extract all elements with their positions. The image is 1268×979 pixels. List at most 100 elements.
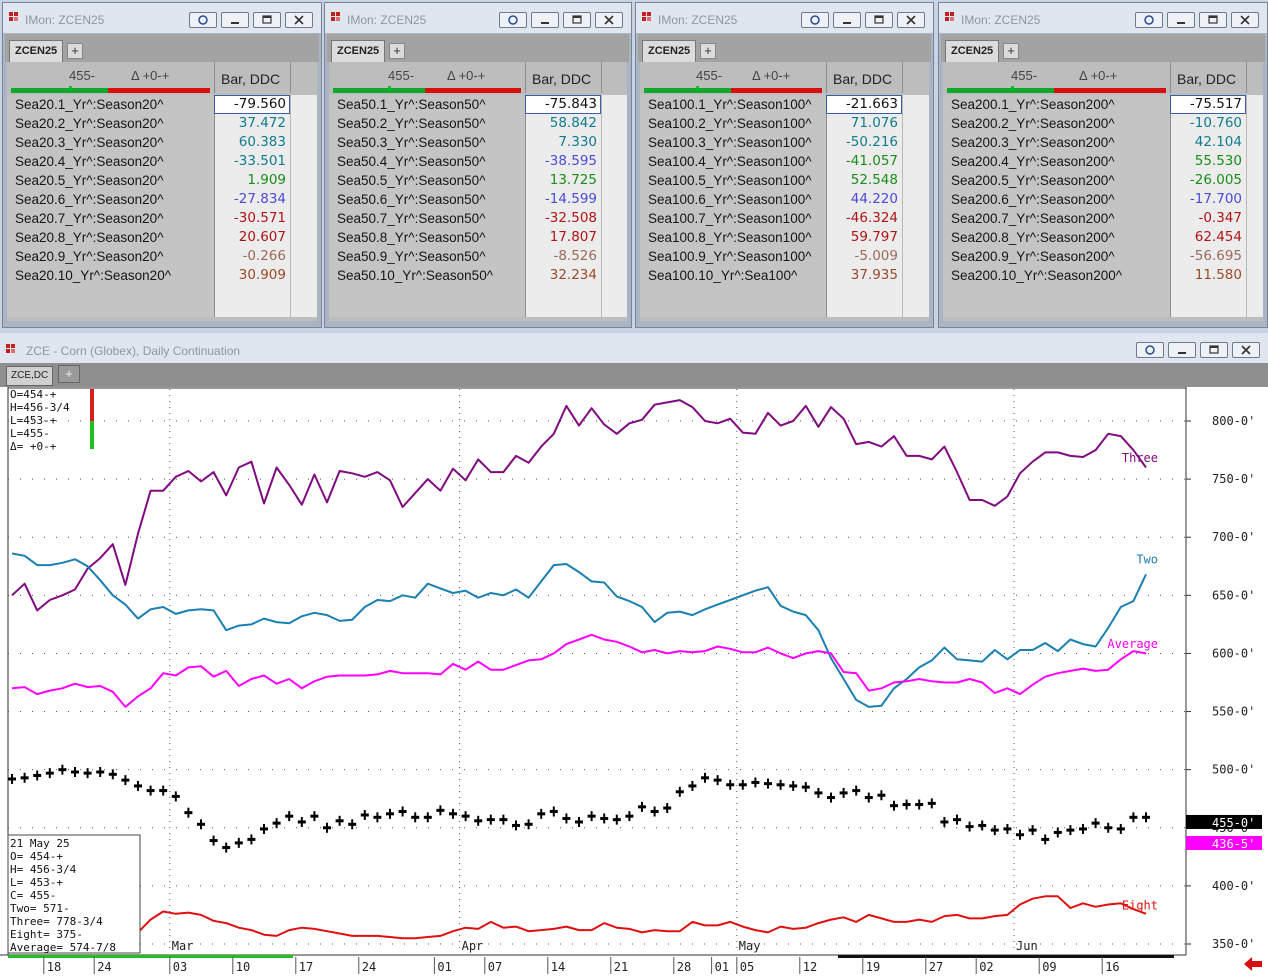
table-row[interactable]: Sea20.5_Yr^:Season20^ 1.909 [7,171,317,190]
series-line-two[interactable] [11,552,1147,708]
table-row[interactable]: Sea100.7_Yr^:Season100^ -46.324 [640,209,929,228]
table-row[interactable]: Sea200.10_Yr^:Season200^ 11.580 [943,266,1263,285]
study-value[interactable]: -41.057 [826,152,902,171]
column-header[interactable]: Bar, DDC [826,62,902,93]
study-value[interactable]: 37.935 [826,266,902,285]
column-header[interactable]: Bar, DDC [214,62,290,93]
pin-button[interactable] [499,12,527,28]
table-row[interactable]: Sea50.6_Yr^:Season50^ -14.599 [329,190,627,209]
study-value[interactable]: 13.725 [525,171,601,190]
table-row[interactable]: Sea20.10_Yr^:Season20^ 30.909 [7,266,317,285]
study-value[interactable]: -0.347 [1170,209,1246,228]
table-row[interactable]: Sea50.2_Yr^:Season50^ 58.842 [329,114,627,133]
table-row[interactable]: Sea100.5_Yr^:Season100^ 52.548 [640,171,929,190]
study-value[interactable]: -21.663 [826,95,902,114]
minimize-button[interactable] [531,12,559,28]
add-tab-button[interactable]: + [58,365,80,383]
symbol-header[interactable]: 455- Δ +0-+ [329,62,525,93]
table-row[interactable]: Sea200.2_Yr^:Season200^ -10.760 [943,114,1263,133]
table-row[interactable]: Sea20.2_Yr^:Season20^ 37.472 [7,114,317,133]
add-tab-button[interactable]: + [389,43,405,59]
study-value[interactable]: 55.530 [1170,152,1246,171]
table-row[interactable]: Sea20.4_Yr^:Season20^ -33.501 [7,152,317,171]
study-value[interactable]: -32.508 [525,209,601,228]
tab-zce-dc[interactable]: ZCE,DC [6,366,54,386]
study-value[interactable]: -5.009 [826,247,902,266]
tab-symbol[interactable]: ZCEN25 [642,40,697,62]
study-value[interactable]: -8.526 [525,247,601,266]
series-line-eight[interactable] [12,895,1147,940]
maximize-button[interactable] [253,12,281,28]
minimize-button[interactable] [1167,12,1195,28]
column-header[interactable]: Bar, DDC [525,62,601,93]
table-row[interactable]: Sea50.8_Yr^:Season50^ 17.807 [329,228,627,247]
maximize-button[interactable] [1200,342,1228,358]
study-value[interactable]: -14.599 [525,190,601,209]
add-tab-button[interactable]: + [67,43,83,59]
table-row[interactable]: Sea200.3_Yr^:Season200^ 42.104 [943,133,1263,152]
monitor-titlebar[interactable]: IMon: ZCEN25 [325,3,631,33]
study-value[interactable]: -56.695 [1170,247,1246,266]
close-button[interactable] [1231,12,1259,28]
table-row[interactable]: Sea100.2_Yr^:Season100^ 71.076 [640,114,929,133]
table-row[interactable]: Sea50.3_Yr^:Season50^ 7.330 [329,133,627,152]
tab-symbol[interactable]: ZCEN25 [9,40,64,62]
table-row[interactable]: Sea100.9_Yr^:Season100^ -5.009 [640,247,929,266]
symbol-header[interactable]: 455- Δ +0-+ [943,62,1170,93]
minimize-button[interactable] [1168,342,1196,358]
pin-button[interactable] [1136,342,1164,358]
table-row[interactable]: Sea200.9_Yr^:Season200^ -56.695 [943,247,1263,266]
table-row[interactable]: Sea100.4_Yr^:Season100^ -41.057 [640,152,929,171]
study-value[interactable]: 30.909 [214,266,290,285]
table-row[interactable]: Sea20.6_Yr^:Season20^ -27.834 [7,190,317,209]
table-row[interactable]: Sea100.3_Yr^:Season100^ -50.216 [640,133,929,152]
chart-titlebar[interactable]: ZCE - Corn (Globex), Daily Continuation [0,333,1268,363]
pin-button[interactable] [189,12,217,28]
table-row[interactable]: Sea200.1_Yr^:Season200^ -75.517 [943,95,1263,114]
study-value[interactable]: -46.324 [826,209,902,228]
study-value[interactable]: 59.797 [826,228,902,247]
table-row[interactable]: Sea20.8_Yr^:Season20^ 20.607 [7,228,317,247]
table-row[interactable]: Sea200.6_Yr^:Season200^ -17.700 [943,190,1263,209]
table-row[interactable]: Sea50.4_Yr^:Season50^ -38.595 [329,152,627,171]
close-button[interactable] [1232,342,1260,358]
close-button[interactable] [897,12,925,28]
study-value[interactable]: -33.501 [214,152,290,171]
study-value[interactable]: 44.220 [826,190,902,209]
study-value[interactable]: -17.700 [1170,190,1246,209]
table-row[interactable]: Sea50.9_Yr^:Season50^ -8.526 [329,247,627,266]
study-value[interactable]: 11.580 [1170,266,1246,285]
monitor-titlebar[interactable]: IMon: ZCEN25 [636,3,933,33]
table-row[interactable]: Sea50.5_Yr^:Season50^ 13.725 [329,171,627,190]
study-value[interactable]: 20.607 [214,228,290,247]
table-row[interactable]: Sea50.1_Yr^:Season50^ -75.843 [329,95,627,114]
table-row[interactable]: Sea50.10_Yr^:Season50^ 32.234 [329,266,627,285]
study-value[interactable]: -27.834 [214,190,290,209]
study-value[interactable]: 37.472 [214,114,290,133]
table-row[interactable]: Sea20.3_Yr^:Season20^ 60.383 [7,133,317,152]
tab-symbol[interactable]: ZCEN25 [331,40,386,62]
maximize-button[interactable] [563,12,591,28]
close-button[interactable] [285,12,313,28]
series-line-three[interactable] [11,399,1147,612]
series-line-average[interactable] [11,633,1147,708]
minimize-button[interactable] [221,12,249,28]
study-value[interactable]: -75.517 [1170,95,1246,114]
study-value[interactable]: -79.560 [214,95,290,114]
study-value[interactable]: -50.216 [826,133,902,152]
study-value[interactable]: 58.842 [525,114,601,133]
study-value[interactable]: 1.909 [214,171,290,190]
symbol-header[interactable]: 455- Δ +0-+ [640,62,826,93]
table-row[interactable]: Sea50.7_Yr^:Season50^ -32.508 [329,209,627,228]
add-tab-button[interactable]: + [1003,43,1019,59]
study-value[interactable]: 71.076 [826,114,902,133]
column-header[interactable]: Bar, DDC [1170,62,1246,93]
table-row[interactable]: Sea100.6_Yr^:Season100^ 44.220 [640,190,929,209]
table-row[interactable]: Sea200.4_Yr^:Season200^ 55.530 [943,152,1263,171]
study-value[interactable]: -0.266 [214,247,290,266]
study-value[interactable]: -10.760 [1170,114,1246,133]
table-row[interactable]: Sea20.7_Yr^:Season20^ -30.571 [7,209,317,228]
study-value[interactable]: 32.234 [525,266,601,285]
table-row[interactable]: Sea100.10_Yr^:Sea100^ 37.935 [640,266,929,285]
study-value[interactable]: 62.454 [1170,228,1246,247]
